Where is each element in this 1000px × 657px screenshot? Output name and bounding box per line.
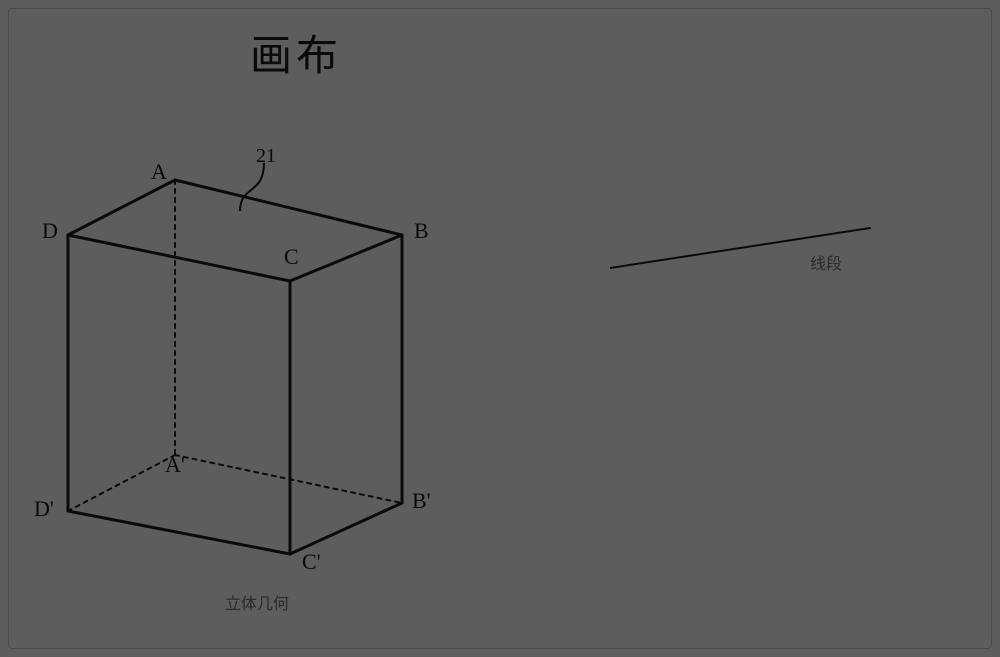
- cube-caption: 立体几何: [225, 590, 289, 614]
- vertex-label-Cp: C': [302, 549, 321, 575]
- line-segment-diagram: [610, 220, 890, 280]
- vertex-label-C: C: [284, 244, 299, 270]
- annotation-number: 21: [256, 145, 276, 168]
- vertex-label-Dp: D': [34, 496, 54, 522]
- vertex-label-A: A: [151, 159, 167, 185]
- vertex-label-D: D: [42, 218, 58, 244]
- cube-diagram: [50, 155, 470, 605]
- vertex-label-B: B: [414, 218, 429, 244]
- vertex-label-Ap: A': [165, 452, 185, 478]
- page-title: 画布: [250, 22, 342, 83]
- line-caption: 线段: [810, 250, 842, 274]
- vertex-label-Bp: B': [412, 488, 431, 514]
